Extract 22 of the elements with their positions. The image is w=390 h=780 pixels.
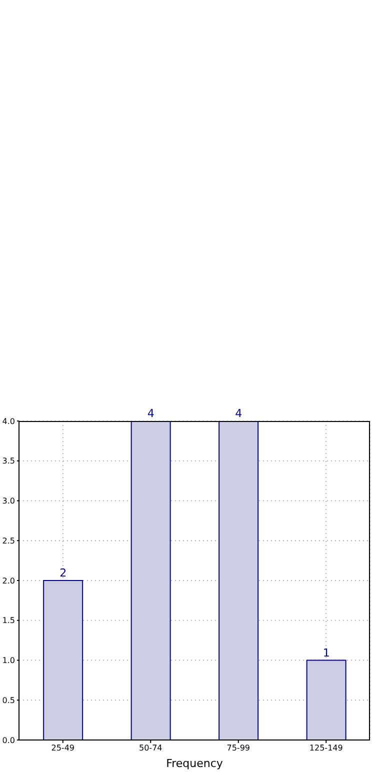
x-axis-title: Frequency (166, 757, 224, 770)
data-label: 4 (147, 407, 154, 420)
x-tick-label: 75-99 (226, 744, 250, 753)
x-tick-label: 50-74 (139, 744, 162, 753)
bar (130, 421, 171, 740)
y-tick-label: 3.5 (2, 456, 15, 466)
y-tick-label: 0.5 (2, 696, 15, 705)
y-tick-label: 4.0 (2, 416, 15, 426)
y-tick-label: 3.0 (2, 496, 15, 506)
x-tick-label: 125-149 (309, 744, 343, 753)
bar (218, 421, 259, 740)
y-tick-label: 1.0 (2, 656, 15, 666)
data-label: 2 (60, 566, 67, 580)
bar (43, 580, 84, 740)
x-tick-label: 25-49 (51, 744, 74, 753)
data-label: 4 (235, 407, 242, 420)
y-tick-label: 1.5 (2, 616, 15, 626)
y-tick-label: 2.5 (2, 536, 15, 546)
y-tick-label: 0.0 (2, 736, 15, 745)
data-label: 1 (322, 646, 330, 660)
y-tick-label: 2.0 (2, 576, 15, 586)
bar (306, 660, 346, 740)
